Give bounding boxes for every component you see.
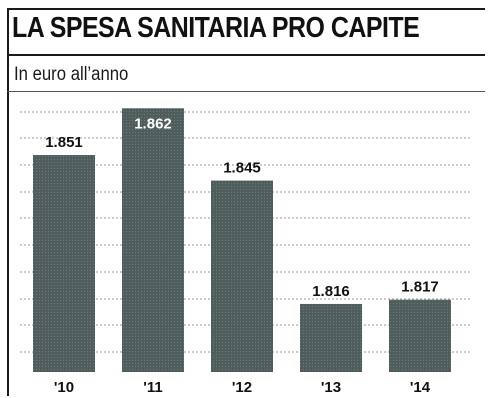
bar-0	[33, 155, 95, 372]
bar-4	[389, 300, 451, 372]
bar-1	[122, 108, 184, 372]
x-tick-label-2: '12	[232, 379, 252, 396]
bar-value-label-4: 1.817	[401, 279, 439, 296]
x-tick-label-1: '11	[143, 379, 162, 396]
bar-value-label-2: 1.845	[223, 160, 261, 177]
x-tick-label-0: '10	[54, 379, 74, 396]
bar-value-label-0: 1.851	[45, 134, 83, 151]
bar-value-label-1: 1.862	[134, 115, 172, 132]
bar-2	[211, 181, 273, 372]
bar-value-label-3: 1.816	[312, 283, 350, 300]
bar-3	[300, 304, 362, 372]
x-tick-label-4: '14	[410, 379, 431, 396]
x-tick-label-3: '13	[321, 379, 341, 396]
